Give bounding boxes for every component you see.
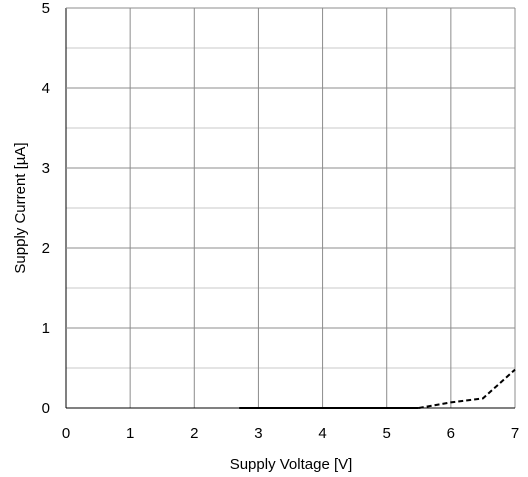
grid <box>65 7 516 409</box>
dashed-series-line <box>418 368 516 409</box>
tick-labels: 0 1 2 3 4 5 6 7 0 1 2 3 4 5 <box>42 0 520 442</box>
y-tick-label: 5 <box>42 0 50 17</box>
y-tick-label: 1 <box>42 320 50 337</box>
y-tick-label: 3 <box>42 160 50 177</box>
x-tick-label: 5 <box>383 425 391 442</box>
x-tick-label: 0 <box>62 425 70 442</box>
y-tick-label: 2 <box>42 240 50 257</box>
x-tick-label: 6 <box>447 425 455 442</box>
x-axis-title: Supply Voltage [V] <box>230 456 353 473</box>
x-tick-label: 3 <box>254 425 262 442</box>
series-layer <box>239 368 516 409</box>
x-tick-label: 4 <box>318 425 326 442</box>
x-tick-label: 7 <box>511 425 519 442</box>
y-tick-label: 0 <box>42 400 50 417</box>
x-tick-label: 1 <box>126 425 134 442</box>
y-axis-title: Supply Current [µA] <box>12 142 29 273</box>
y-tick-label: 4 <box>42 80 50 97</box>
x-tick-label: 2 <box>190 425 198 442</box>
